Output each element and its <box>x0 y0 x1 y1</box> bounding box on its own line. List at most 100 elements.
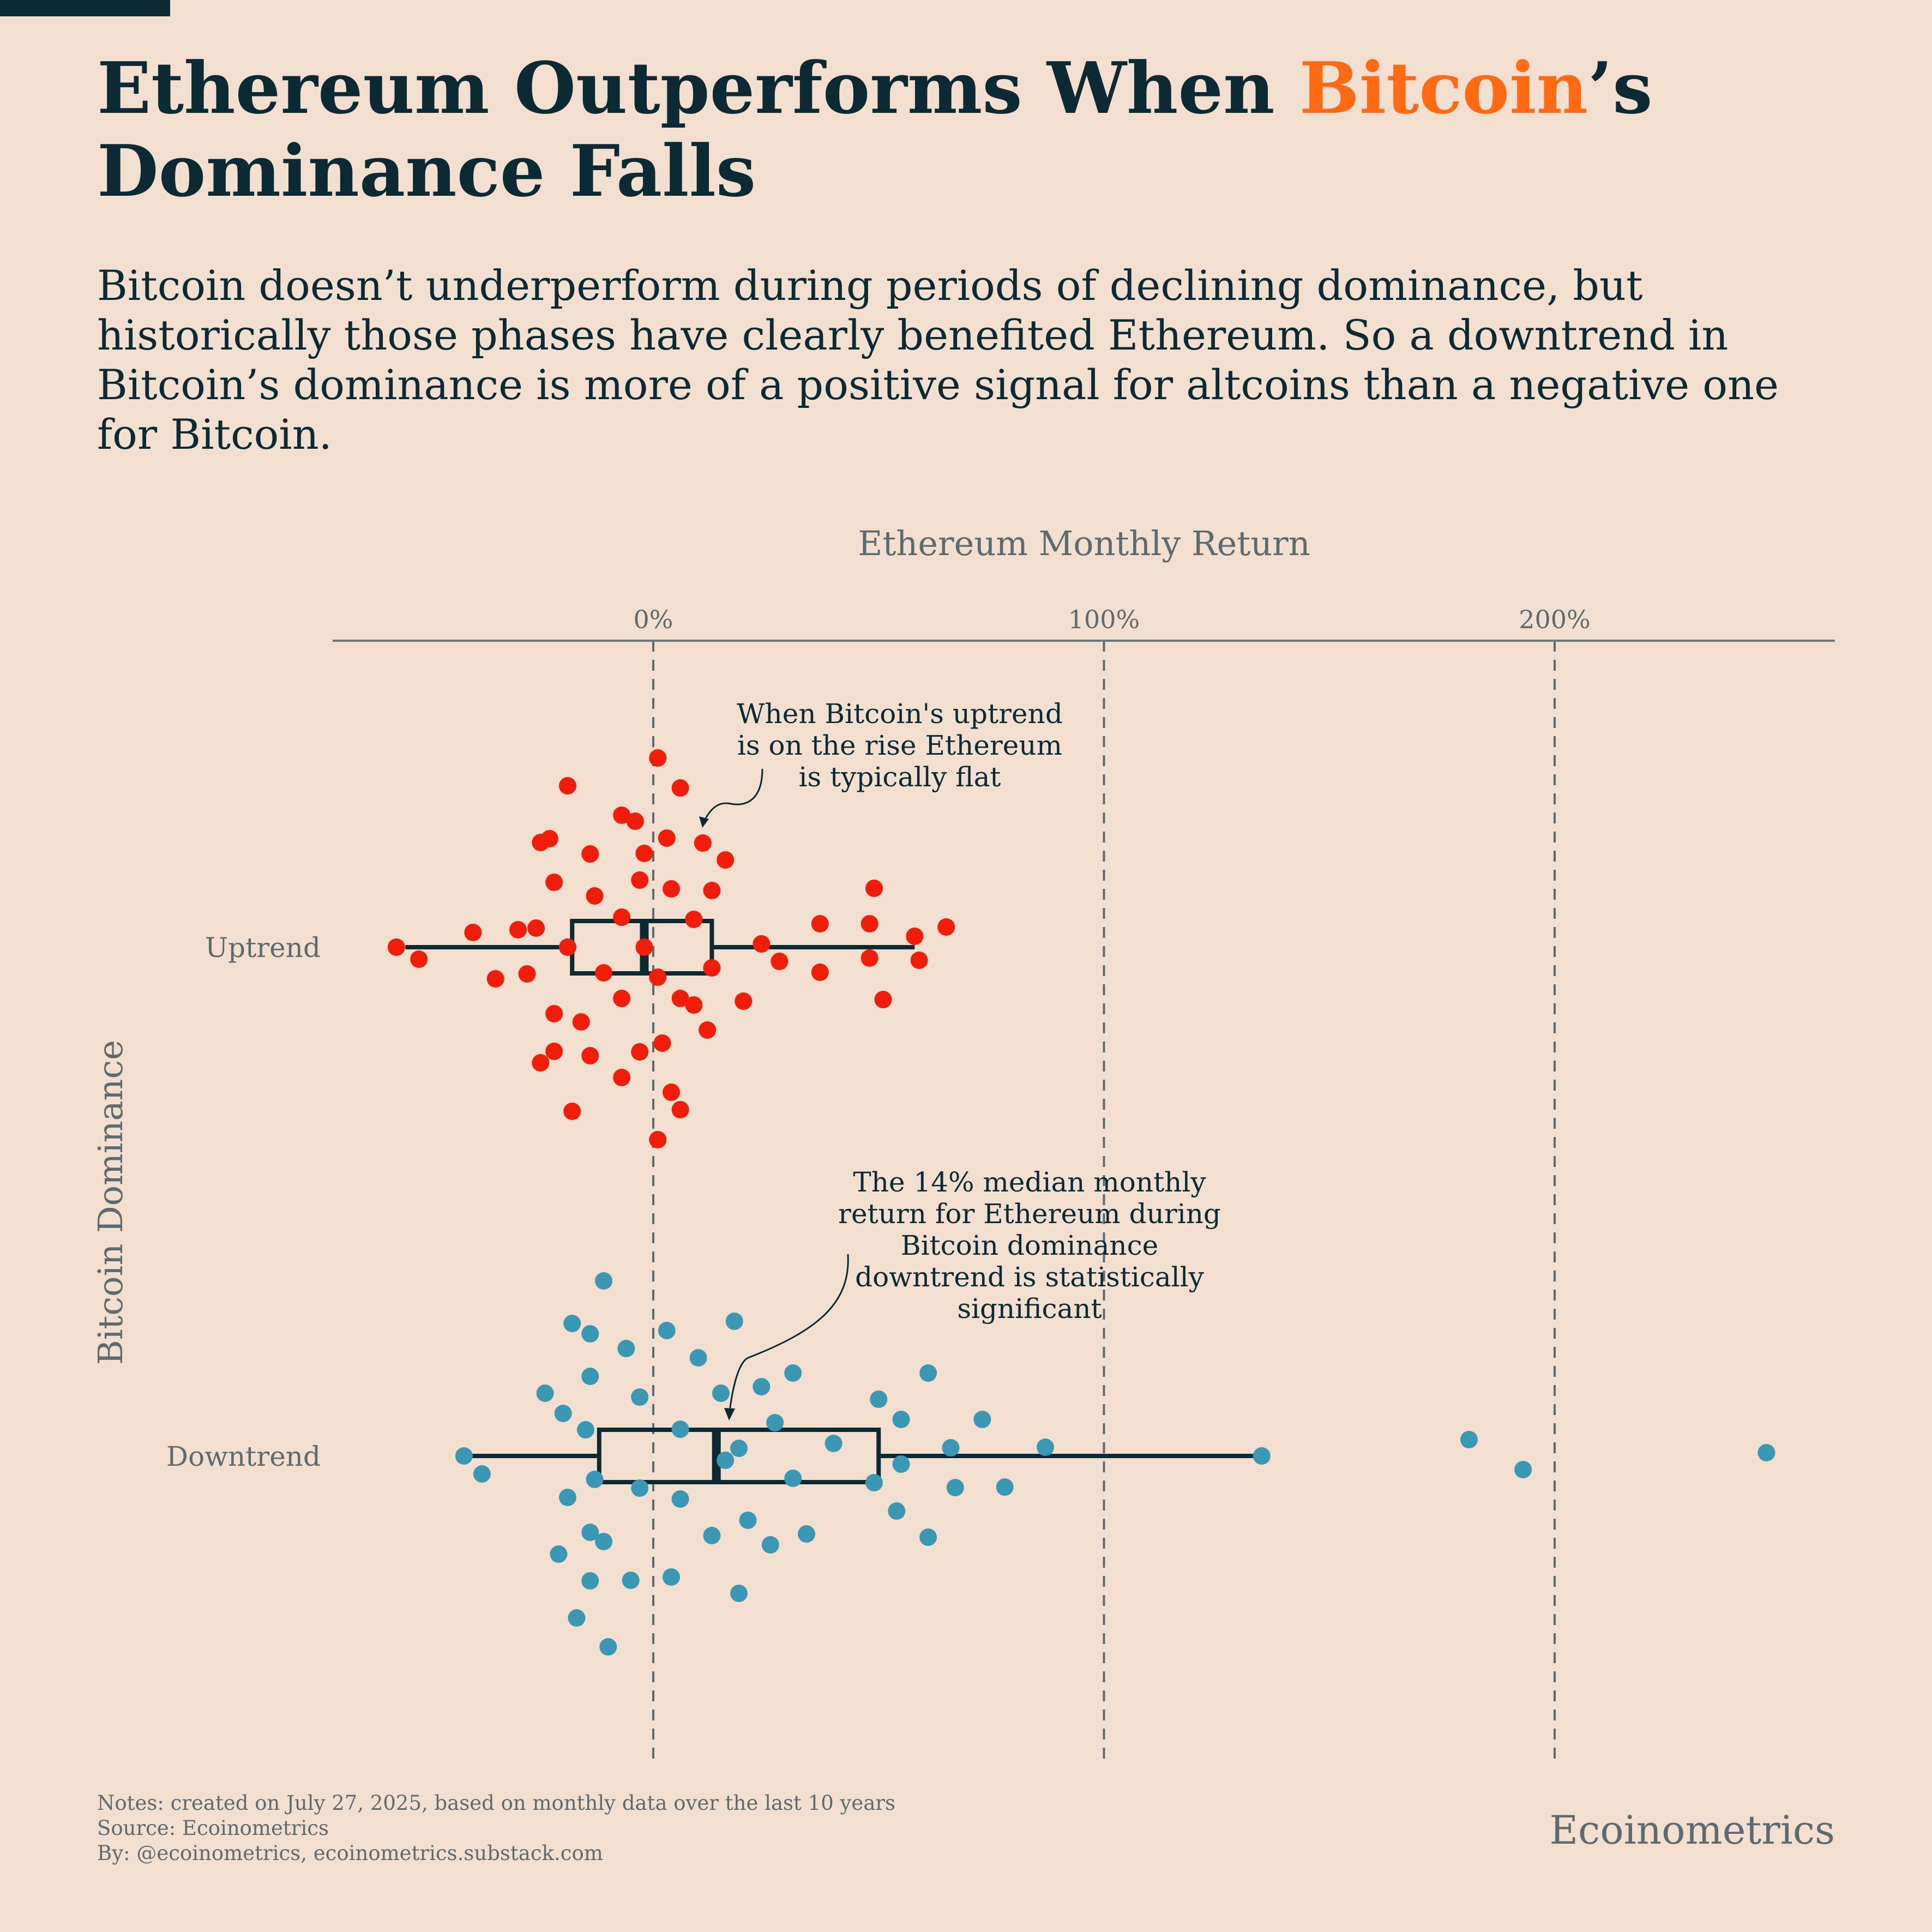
data-point <box>635 845 653 862</box>
data-point <box>613 990 631 1007</box>
data-point <box>554 1405 572 1422</box>
data-point <box>586 887 604 905</box>
category-label: Downtrend <box>166 1441 321 1472</box>
data-points-layer <box>387 749 1775 1656</box>
iqr-box <box>597 1428 881 1484</box>
data-point <box>558 938 576 956</box>
data-point <box>631 1043 649 1061</box>
data-point <box>536 1385 554 1402</box>
data-point <box>545 874 563 891</box>
data-point <box>595 1272 613 1290</box>
data-point <box>771 953 789 970</box>
boxplot-layer <box>405 919 1262 1484</box>
y-axis-title: Bitcoin Dominance <box>91 1040 130 1365</box>
data-point <box>703 1527 721 1544</box>
data-point <box>946 1479 964 1496</box>
data-point <box>730 1585 748 1602</box>
annotation-uptrend-arrow <box>703 768 763 821</box>
data-point <box>387 938 405 956</box>
data-point <box>973 1411 991 1428</box>
data-point <box>671 1490 689 1508</box>
data-point <box>410 950 428 968</box>
x-tick-label: 0% <box>634 605 673 634</box>
data-point <box>464 924 482 941</box>
annotation-downtrend-text: The 14% median monthly return for Ethereu… <box>838 1166 1221 1325</box>
annotation-uptrend: When Bitcoin's uptrend is on the rise Eth… <box>699 698 1063 828</box>
data-point <box>811 915 829 932</box>
data-point <box>581 1047 599 1064</box>
data-point <box>558 1489 576 1506</box>
footer-notes: Notes: created on July 27, 2025, based o… <box>97 1791 895 1866</box>
data-point <box>550 1545 568 1563</box>
chart-subtitle: Bitcoin doesn’t underperform during peri… <box>97 261 1779 459</box>
data-point <box>671 1421 689 1438</box>
data-point <box>663 880 681 898</box>
data-point <box>865 1474 883 1491</box>
data-point <box>613 806 631 824</box>
data-point <box>635 938 653 956</box>
data-point <box>558 777 576 795</box>
data-point <box>455 1447 473 1465</box>
data-point <box>631 1479 649 1497</box>
data-point <box>577 1421 595 1439</box>
data-point <box>811 964 829 981</box>
data-point <box>572 1013 590 1031</box>
data-point <box>617 1340 635 1357</box>
data-point <box>996 1478 1014 1496</box>
data-point <box>694 834 712 852</box>
data-point <box>581 1524 599 1541</box>
data-point <box>658 829 676 847</box>
data-point <box>599 1638 617 1656</box>
data-point <box>784 1470 802 1487</box>
data-point <box>649 749 667 767</box>
data-point <box>1514 1461 1532 1478</box>
data-point <box>730 1440 748 1457</box>
data-point <box>568 1609 586 1627</box>
data-point <box>699 1021 717 1039</box>
category-labels: Uptrend Downtrend <box>166 932 321 1472</box>
data-point <box>509 921 527 938</box>
data-point <box>653 1034 671 1052</box>
grid-layer <box>652 641 1556 1761</box>
title-accent-bitcoin: Bitcoin <box>1299 46 1588 130</box>
data-point <box>545 1005 563 1022</box>
data-point <box>1253 1447 1271 1465</box>
data-point <box>712 1385 730 1402</box>
corner-accent-bar <box>0 0 170 16</box>
data-point <box>1037 1439 1055 1456</box>
data-point <box>586 1471 604 1488</box>
data-point <box>563 1315 581 1332</box>
data-point <box>753 935 771 953</box>
data-point <box>910 952 928 969</box>
data-point <box>563 1103 581 1120</box>
x-tick-label: 200% <box>1519 605 1591 634</box>
data-point <box>874 991 892 1008</box>
title-text-after: ’s Dominance Falls <box>97 46 1653 213</box>
data-point <box>761 1536 779 1554</box>
chart-title: Ethereum Outperforms When Bitcoin’s Domi… <box>97 47 1842 213</box>
data-point <box>649 968 667 986</box>
title-text-before: Ethereum Outperforms When <box>97 46 1299 130</box>
data-point <box>888 1502 906 1520</box>
data-point <box>689 1349 707 1367</box>
category-label: Uptrend <box>205 932 321 964</box>
data-point <box>739 1512 757 1529</box>
data-point <box>725 1313 743 1330</box>
data-point <box>919 1364 937 1382</box>
data-point <box>824 1435 842 1452</box>
data-point <box>622 1572 640 1589</box>
data-point <box>631 1388 649 1406</box>
footer-note-source: Source: Ecoinometrics <box>97 1816 329 1840</box>
data-point <box>626 812 644 830</box>
data-point <box>685 911 703 928</box>
data-point <box>753 1378 771 1395</box>
data-point <box>892 1455 910 1473</box>
annotation-uptrend-text: When Bitcoin's uptrend is on the rise Eth… <box>737 698 1063 793</box>
brand-logo-text: Ecoinometrics <box>1549 1807 1835 1853</box>
data-point <box>892 1411 910 1428</box>
data-point <box>581 1325 599 1343</box>
data-point <box>581 1572 599 1590</box>
data-point <box>595 964 613 982</box>
data-point <box>631 871 649 889</box>
